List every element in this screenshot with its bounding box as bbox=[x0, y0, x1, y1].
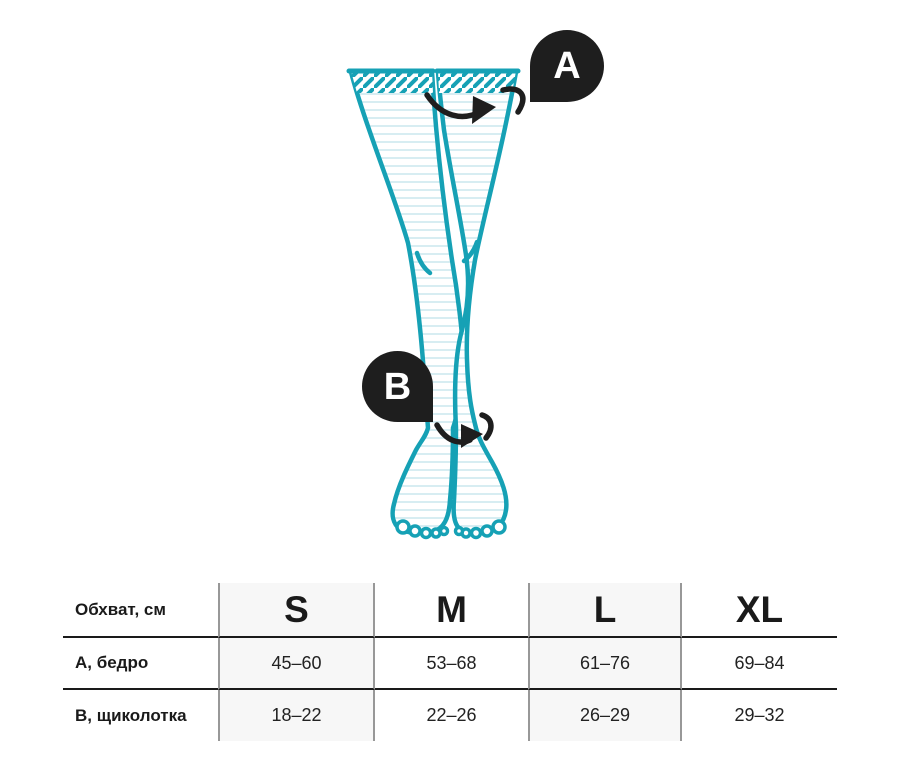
pin-b-label: B bbox=[383, 365, 412, 408]
row-a-value-xl: 69–84 bbox=[682, 638, 837, 690]
row-a-label: А, бедро bbox=[63, 638, 218, 690]
row-b-label: В, щиколотка bbox=[75, 705, 187, 725]
ankle-circumference-arrow bbox=[434, 412, 494, 448]
row-b-value-m: 22–26 bbox=[426, 705, 477, 725]
measurement-pin-b: B bbox=[362, 351, 433, 422]
size-header-m: M bbox=[375, 583, 528, 638]
row-b-value-s: 18–22 bbox=[218, 690, 375, 741]
row-a-value-m: 53–68 bbox=[375, 638, 528, 690]
row-b-value-xl: 29–32 bbox=[734, 705, 785, 725]
table-corner-label: Обхват, см bbox=[63, 583, 218, 638]
legs-drawing bbox=[346, 68, 526, 540]
thigh-circumference-arrow bbox=[424, 86, 526, 124]
row-b-value-l: 26–29 bbox=[528, 690, 682, 741]
size-table: Обхват, см S M L XL А, бедро 45–60 53–68… bbox=[63, 583, 837, 741]
pin-a-label: A bbox=[553, 45, 581, 87]
measurement-pin-a: A bbox=[530, 30, 604, 102]
legs-illustration: A B bbox=[346, 30, 604, 540]
toes bbox=[395, 519, 507, 540]
row-a-value-l: 61–76 bbox=[528, 638, 682, 690]
stocking-top-hatch bbox=[346, 68, 521, 93]
row-a-value-s: 45–60 bbox=[218, 638, 375, 690]
size-header-s: S bbox=[218, 583, 375, 638]
knee-marks bbox=[414, 239, 480, 276]
size-header-l: L bbox=[528, 583, 682, 638]
size-header-xl: XL bbox=[682, 583, 837, 638]
